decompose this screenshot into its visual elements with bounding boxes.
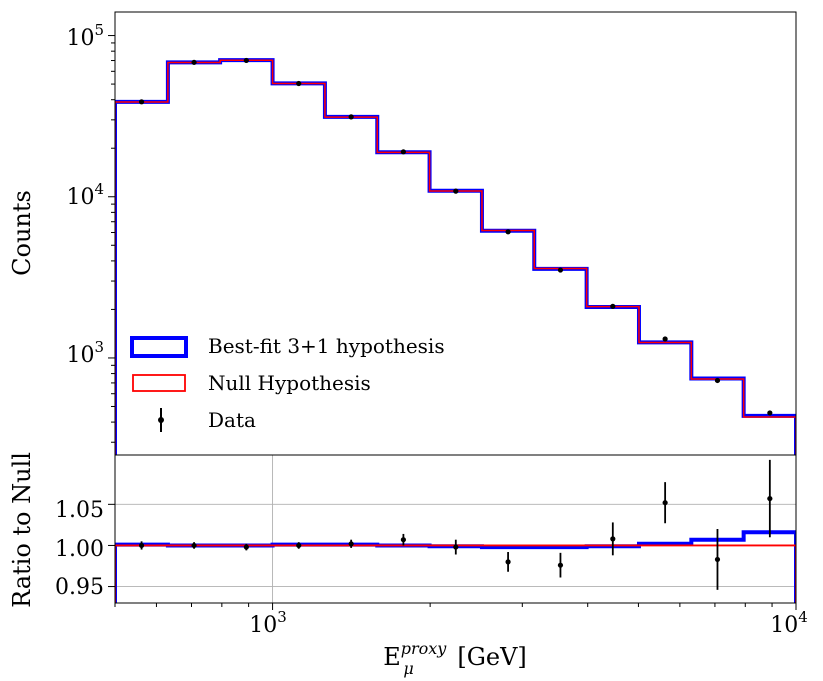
main-null-step-line: [115, 59, 796, 455]
main-data-point-8: [557, 267, 564, 273]
main-ytick-label-1e4: 104: [66, 180, 104, 210]
legend-data-marker: [158, 417, 164, 423]
ratio-data-point-3: [296, 542, 302, 549]
legend-null-label: Null Hypothesis: [208, 371, 371, 395]
ratio-data-point-7: [505, 559, 511, 565]
ratio-ytick-label-1.00: 1.00: [55, 537, 104, 562]
main-data-point-0: [138, 99, 145, 105]
main-data-point-1: [191, 59, 197, 65]
ratio-axes-frame: [114, 454, 797, 604]
ratio-data-point-1: [191, 542, 197, 549]
x-axis-label: Eproxy μ [GeV]: [383, 639, 527, 678]
ratio-data-point-11: [714, 556, 721, 563]
legend-best-fit-label: Best-fit 3+1 hypothesis: [208, 334, 445, 358]
ratio-data-point-9: [610, 536, 616, 542]
ratio-data-point-6: [453, 544, 459, 550]
legend: Best-fit 3+1 hypothesis Null Hypothesis …: [130, 334, 445, 432]
ratio-data-point-8: [557, 562, 564, 568]
legend-data-label: Data: [208, 408, 256, 432]
main-y-axis-label: Counts: [8, 190, 36, 276]
main-y-ticks: [108, 35, 115, 443]
main-ytick-label-1e5: 105: [66, 21, 104, 51]
main-data-point-6: [453, 188, 459, 194]
ratio-data-point-0: [138, 542, 145, 549]
legend-best-fit-swatch: [130, 336, 188, 358]
ratio-data-point-5: [400, 537, 406, 543]
ratio-data-point-12: [767, 495, 773, 502]
ratio-data-points: [138, 459, 773, 590]
main-data-point-5: [400, 149, 406, 155]
ratio-ytick-label-1.05: 1.05: [55, 498, 104, 523]
main-data-point-11: [714, 377, 721, 384]
main-best-fit-step-line: [115, 58, 796, 455]
xtick-label-1e4: 104: [770, 608, 808, 638]
xtick-label-1e3: 103: [249, 608, 287, 638]
ratio-ytick-label-0.95: 0.95: [55, 575, 104, 600]
legend-null-swatch: [132, 374, 186, 392]
ratio-grid: [115, 455, 797, 603]
main-data-point-12: [767, 410, 773, 416]
ratio-data-point-10: [662, 500, 668, 506]
main-ytick-label-1e3: 103: [66, 338, 104, 368]
ratio-data-point-4: [348, 541, 354, 547]
ratio-null-step-line: [115, 544, 796, 603]
main-data-point-3: [296, 80, 302, 87]
ratio-data-point-2: [243, 544, 249, 550]
main-data-points: [138, 57, 773, 416]
ratio-y-ticks: [108, 503, 115, 588]
main-data-point-4: [348, 114, 354, 120]
main-data-point-9: [610, 303, 616, 309]
ratio-y-axis-label: Ratio to Null: [8, 452, 36, 608]
main-data-point-2: [243, 57, 249, 64]
main-data-point-10: [662, 336, 668, 342]
x-ticks: [114, 603, 797, 610]
main-data-point-7: [505, 229, 511, 235]
